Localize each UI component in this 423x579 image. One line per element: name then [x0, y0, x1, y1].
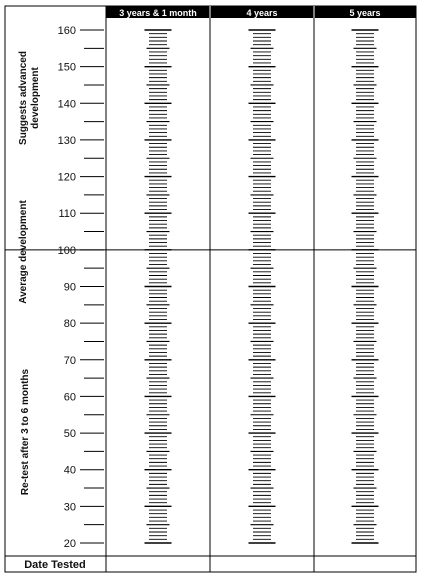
y-tick-label: 100 — [58, 245, 76, 257]
y-tick-label: 150 — [58, 62, 76, 74]
y-tick-label: 120 — [58, 172, 76, 184]
date-tested-cell-3 — [315, 557, 415, 571]
y-tick-label: 160 — [58, 25, 76, 37]
date-tested-row: Date Tested — [24, 557, 415, 571]
scale-column-2 — [248, 29, 276, 544]
column-header-2: 4 years — [246, 8, 277, 18]
zone-labels: Suggests advanced development Average deve… — [18, 51, 41, 495]
column-header-1: 3 years & 1 month — [119, 8, 197, 18]
zone-label-1: Suggests advanced — [18, 51, 29, 145]
y-tick-label: 20 — [64, 538, 76, 550]
y-tick-label: 80 — [64, 318, 76, 330]
y-tick-label: 90 — [64, 282, 76, 294]
y-tick-label: 140 — [58, 98, 76, 110]
y-tick-label: 130 — [58, 135, 76, 147]
y-tick-label: 40 — [64, 465, 76, 477]
y-tick-label: 60 — [64, 391, 76, 403]
scale-column-1 — [144, 29, 172, 544]
y-tick-label: 70 — [64, 355, 76, 367]
zone-label-1: development — [30, 66, 41, 128]
y-axis-ticks: 160 150 140 130 120 110 100 90 80 70 60 50 40 30 20 — [58, 25, 104, 550]
y-tick-label: 50 — [64, 428, 76, 440]
date-tested-cell-2 — [211, 557, 313, 571]
zone-label-3: Re-test after 3 to 6 months — [20, 368, 31, 495]
column-header-3: 5 years — [349, 8, 380, 18]
scale-column-3 — [351, 29, 379, 544]
column-headers: 3 years & 1 month 4 years 5 years — [106, 6, 416, 18]
y-tick-label: 30 — [64, 501, 76, 513]
date-tested-label: Date Tested — [24, 559, 86, 571]
rating-scales — [144, 29, 379, 544]
header-bar — [106, 6, 416, 18]
y-tick-label: 110 — [58, 208, 76, 220]
date-tested-cell-1 — [107, 557, 209, 571]
zone-label-2: Average development — [18, 200, 29, 304]
